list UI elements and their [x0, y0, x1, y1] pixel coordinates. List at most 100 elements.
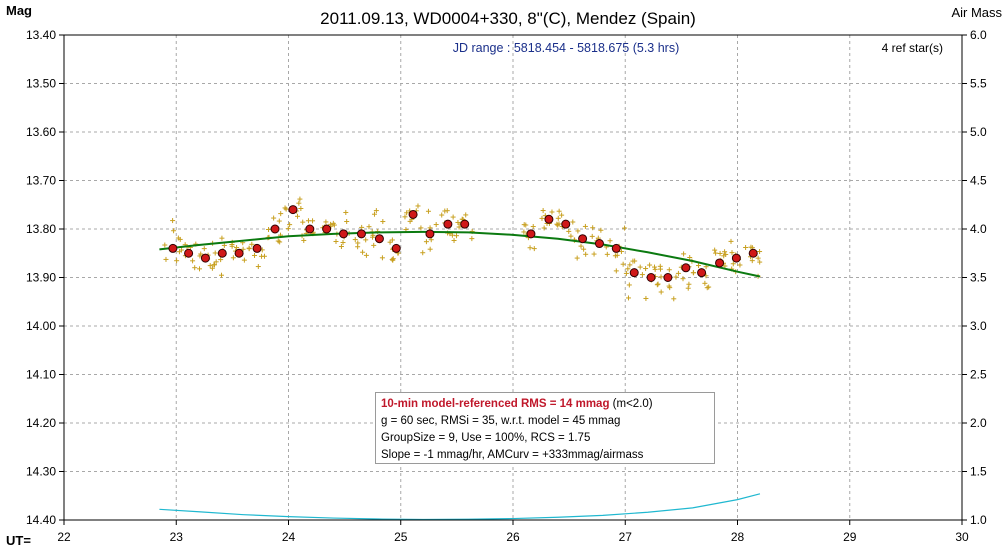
- raw-point: [340, 240, 346, 246]
- raw-point: [442, 208, 448, 214]
- raw-point: [252, 252, 258, 258]
- raw-point: [343, 209, 349, 215]
- raw-point: [737, 262, 743, 268]
- raw-point: [578, 243, 584, 249]
- raw-point: [755, 255, 761, 261]
- raw-point: [568, 233, 574, 239]
- raw-point: [366, 224, 372, 230]
- raw-point: [717, 250, 723, 256]
- raw-point: [671, 296, 677, 302]
- raw-point: [266, 226, 272, 232]
- x-tick-label: 24: [282, 530, 296, 544]
- raw-points-layer: [162, 196, 763, 302]
- raw-point: [433, 222, 439, 228]
- raw-point: [618, 249, 624, 255]
- y2-tick-label: 5.0: [970, 125, 987, 139]
- raw-point: [658, 289, 664, 295]
- raw-point: [730, 261, 736, 267]
- raw-point: [196, 266, 202, 272]
- raw-point: [363, 252, 369, 258]
- raw-point: [389, 237, 395, 243]
- y-tick-label: 14.10: [26, 368, 56, 382]
- rms-condition: (m<2.0): [609, 398, 653, 410]
- binned-point: [663, 273, 673, 282]
- raw-point: [209, 265, 215, 271]
- raw-point: [439, 212, 445, 218]
- binned-point: [391, 243, 401, 253]
- raw-point: [627, 262, 633, 268]
- raw-point: [581, 246, 587, 252]
- binned-point: [217, 248, 227, 258]
- raw-point: [685, 285, 691, 291]
- raw-point: [360, 249, 366, 255]
- raw-point: [583, 251, 589, 257]
- raw-point: [198, 251, 204, 257]
- x-tick-label: 23: [170, 530, 184, 544]
- airmass-curve: [159, 493, 761, 521]
- raw-point: [213, 259, 219, 265]
- axes: [59, 34, 967, 525]
- raw-point: [666, 283, 672, 289]
- raw-point: [702, 280, 708, 286]
- y2-tick-label: 2.5: [970, 368, 987, 382]
- raw-point: [420, 250, 426, 256]
- raw-point: [255, 264, 261, 270]
- raw-point: [212, 250, 218, 256]
- y-axis-label: Mag: [6, 3, 32, 18]
- y-tick-label: 13.70: [26, 174, 56, 188]
- raw-point: [423, 239, 429, 245]
- raw-point: [691, 270, 697, 276]
- raw-point: [207, 263, 213, 269]
- raw-point: [655, 281, 661, 287]
- y-tick-label: 13.90: [26, 271, 56, 285]
- stats-line-3: GroupSize = 9, Use = 100%, RCS = 1.75: [381, 432, 591, 444]
- raw-point: [451, 238, 457, 244]
- raw-point: [604, 251, 610, 257]
- y-tick-label: 13.80: [26, 222, 56, 236]
- binned-point: [611, 243, 621, 253]
- raw-point: [179, 247, 185, 253]
- raw-point: [278, 211, 284, 217]
- raw-point: [230, 255, 236, 261]
- raw-point: [658, 274, 664, 280]
- raw-point: [171, 228, 177, 234]
- raw-point: [415, 203, 421, 209]
- binned-point: [526, 229, 536, 239]
- raw-point: [310, 218, 316, 224]
- raw-point: [566, 228, 572, 234]
- binned-point: [168, 243, 178, 253]
- tick-labels: 13.40 6.0 13.50 5.5 13.60 5.0 13.70 4.5 13.80 4.0…: [26, 28, 987, 544]
- stats-line-2: g = 60 sec, RMSi = 35, w.r.t. model = 45…: [381, 415, 621, 427]
- raw-point: [407, 218, 413, 224]
- y-tick-label: 13.50: [26, 77, 56, 91]
- binned-points-layer: [168, 205, 758, 282]
- raw-point: [613, 268, 619, 274]
- raw-point: [389, 256, 395, 262]
- raw-point: [282, 205, 288, 211]
- raw-point: [371, 242, 377, 248]
- raw-point: [271, 215, 277, 221]
- raw-point: [721, 253, 727, 259]
- x-tick-label: 25: [394, 530, 408, 544]
- y-tick-label: 14.30: [26, 465, 56, 479]
- raw-point: [607, 238, 613, 244]
- x-tick-label: 26: [506, 530, 520, 544]
- raw-point: [590, 225, 596, 231]
- raw-point: [681, 251, 687, 257]
- y2-tick-label: 1.5: [970, 465, 987, 479]
- raw-point: [219, 235, 225, 241]
- binned-point: [697, 268, 707, 278]
- binned-point: [425, 229, 435, 239]
- raw-point: [712, 247, 718, 253]
- binned-point: [408, 209, 418, 219]
- chart-title: 2011.09.13, WD0004+330, 8"(C), Mendez (S…: [320, 9, 696, 28]
- raw-point: [370, 234, 376, 240]
- raw-point: [453, 233, 459, 239]
- raw-point: [333, 238, 339, 244]
- binned-point: [184, 248, 194, 258]
- binned-point: [200, 253, 210, 263]
- raw-point: [259, 253, 265, 259]
- raw-point: [373, 208, 379, 214]
- raw-point: [540, 208, 546, 214]
